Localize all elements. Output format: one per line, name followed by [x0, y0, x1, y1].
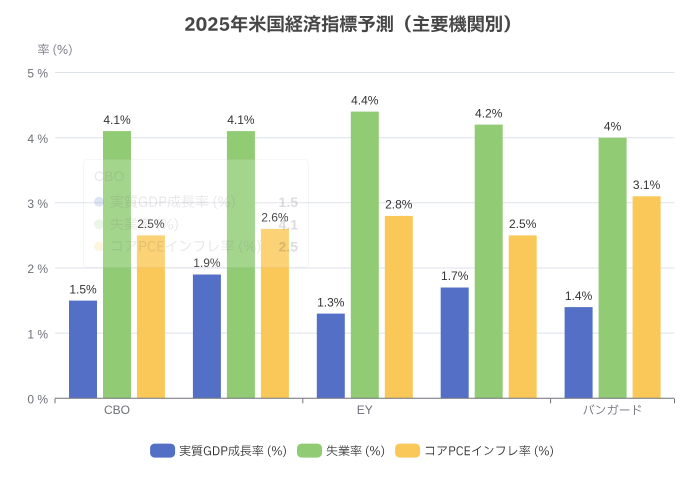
svg-text:CBO: CBO: [104, 403, 130, 417]
svg-text:EY: EY: [357, 403, 373, 417]
svg-text:CBO: CBO: [94, 168, 124, 184]
svg-text:1.9%: 1.9%: [193, 256, 221, 270]
svg-text:4.1%: 4.1%: [103, 113, 131, 127]
svg-text:4.2%: 4.2%: [475, 106, 503, 120]
svg-text:1.5%: 1.5%: [69, 282, 97, 296]
svg-text:4%: 4%: [604, 119, 622, 133]
svg-text:4.1%: 4.1%: [227, 113, 255, 127]
svg-text:3.1%: 3.1%: [633, 178, 661, 192]
svg-text:2.8%: 2.8%: [385, 198, 413, 212]
svg-text:2.5%: 2.5%: [137, 217, 165, 231]
svg-text:5 %: 5 %: [27, 67, 48, 81]
svg-text:1.5: 1.5: [279, 194, 299, 210]
svg-text:2.6%: 2.6%: [261, 211, 289, 225]
svg-text:1.7%: 1.7%: [441, 269, 469, 283]
svg-text:2 %: 2 %: [27, 262, 48, 276]
svg-text:2.5%: 2.5%: [509, 217, 537, 231]
svg-text:3 %: 3 %: [27, 197, 48, 211]
svg-text:1.3%: 1.3%: [317, 295, 345, 309]
svg-text:1 %: 1 %: [27, 327, 48, 341]
svg-text:2.5: 2.5: [279, 238, 299, 254]
svg-text:4 %: 4 %: [27, 132, 48, 146]
svg-text:0 %: 0 %: [27, 393, 48, 407]
svg-text:1.4%: 1.4%: [565, 289, 593, 303]
svg-text:4.1: 4.1: [279, 216, 299, 232]
svg-text:4.4%: 4.4%: [351, 93, 379, 107]
